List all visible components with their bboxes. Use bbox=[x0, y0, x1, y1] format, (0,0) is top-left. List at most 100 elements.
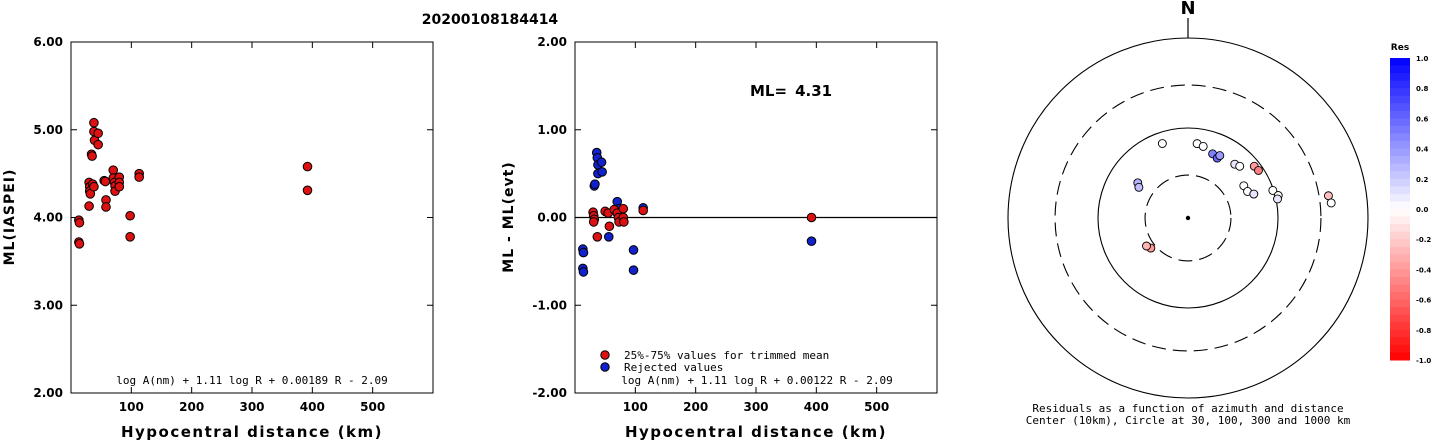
colorbar-swatch bbox=[1390, 163, 1410, 172]
ml-x-axis-label: Hypocentral distance (km) bbox=[121, 423, 383, 441]
ml-point bbox=[114, 181, 125, 192]
colorbar-swatch bbox=[1390, 141, 1410, 150]
north-label: N bbox=[1180, 0, 1195, 19]
residual-point-accepted bbox=[619, 217, 629, 227]
residual-y-tick-label: 1.00 bbox=[537, 123, 567, 137]
ring-1000km bbox=[1007, 37, 1369, 399]
ml-y-tick-label: 2.00 bbox=[33, 386, 63, 400]
legend-accepted-label: 25%-75% values for trimmed mean bbox=[624, 349, 829, 362]
colorbar-swatch bbox=[1390, 314, 1410, 323]
colorbar-tick-label: 0.6 bbox=[1416, 115, 1429, 123]
colorbar-swatch bbox=[1390, 254, 1410, 263]
residual-x-tick-label: 300 bbox=[743, 400, 768, 414]
ml-y-tick-label: 4.00 bbox=[33, 211, 63, 225]
colorbar-swatch bbox=[1390, 307, 1410, 316]
colorbar-swatch bbox=[1390, 329, 1410, 338]
colorbar-swatch bbox=[1390, 58, 1410, 67]
ml-point bbox=[108, 165, 119, 175]
colorbar-swatch bbox=[1390, 103, 1410, 112]
colorbar-tick-label: -0.2 bbox=[1416, 236, 1431, 244]
polar-station-point bbox=[1273, 194, 1282, 204]
colorbar-swatch bbox=[1390, 231, 1410, 240]
ml-point bbox=[125, 232, 135, 242]
residual-point-rejected bbox=[596, 157, 607, 168]
colorbar-swatch bbox=[1390, 344, 1410, 353]
colorbar-swatch bbox=[1390, 110, 1410, 119]
colorbar-title: Res bbox=[1391, 43, 1409, 53]
residual-y-tick-label: -1.00 bbox=[532, 298, 567, 312]
residual-point-accepted bbox=[806, 212, 817, 223]
ml-value-label: ML= 4.31 bbox=[750, 82, 832, 100]
legend-rejected-label: Rejected values bbox=[624, 361, 723, 374]
colorbar-tick-label: -0.8 bbox=[1416, 327, 1431, 335]
colorbar-swatch bbox=[1390, 178, 1410, 187]
legend: 25%-75% values for trimmed mean Rejected… bbox=[600, 349, 829, 374]
residual-point-rejected bbox=[578, 267, 589, 277]
ml-point bbox=[84, 201, 94, 211]
ml-x-tick-label: 200 bbox=[179, 400, 204, 414]
ml-y-tick-label: 3.00 bbox=[33, 298, 63, 312]
ml-value: 4.31 bbox=[795, 82, 832, 100]
ml-x-tick-label: 500 bbox=[360, 400, 385, 414]
residual-point-accepted bbox=[618, 203, 629, 214]
epicenter-dot bbox=[1185, 215, 1191, 221]
colorbar-swatch bbox=[1390, 118, 1410, 127]
residual-axis-ticks: 100 200 300 400 500 -2.00 -1.00 0.00 1.00 2.00 bbox=[532, 35, 937, 414]
residual-x-tick-label: 100 bbox=[623, 400, 648, 414]
ml-x-tick-label: 100 bbox=[119, 400, 144, 414]
residual-point-rejected bbox=[578, 247, 589, 258]
ml-point bbox=[74, 239, 85, 249]
polar-station-point bbox=[1326, 198, 1336, 208]
colorbar-swatch bbox=[1390, 276, 1410, 285]
residual-x-tick-label: 400 bbox=[804, 400, 829, 414]
colorbar-swatch bbox=[1390, 95, 1410, 104]
ml-point bbox=[125, 210, 135, 221]
colorbar-swatch bbox=[1390, 209, 1410, 218]
ml-y-tick-label: 6.00 bbox=[33, 35, 63, 49]
residual-point-rejected bbox=[590, 179, 600, 189]
residual-point-accepted bbox=[588, 217, 599, 227]
residual-point-rejected bbox=[628, 265, 639, 275]
colorbar-tick-label: -0.6 bbox=[1416, 297, 1431, 305]
colorbar-swatch bbox=[1390, 216, 1410, 225]
residual-point-accepted bbox=[592, 232, 603, 242]
ring-100km bbox=[1097, 127, 1279, 309]
colorbar-swatch bbox=[1390, 156, 1410, 165]
colorbar-tick-label: 0.0 bbox=[1416, 206, 1429, 214]
residual-x-axis-label: Hypocentral distance (km) bbox=[625, 423, 887, 441]
residual-x-tick-label: 200 bbox=[683, 400, 708, 414]
colorbar-swatch bbox=[1390, 186, 1410, 195]
residual-y-tick-label: 0.00 bbox=[537, 211, 567, 225]
colorbar-swatch bbox=[1390, 292, 1410, 301]
colorbar-tick-label: 0.8 bbox=[1416, 85, 1429, 93]
colorbar-swatch bbox=[1390, 284, 1410, 293]
residual-point-rejected bbox=[603, 232, 614, 242]
residual-x-tick-label: 500 bbox=[864, 400, 889, 414]
legend-rejected-marker bbox=[600, 362, 610, 372]
ml-formula: log A(nm) + 1.11 log R + 0.00189 R - 2.0… bbox=[116, 374, 388, 387]
ring-300km bbox=[1054, 84, 1322, 352]
colorbar-swatch bbox=[1390, 73, 1410, 82]
colorbar-swatch bbox=[1390, 193, 1410, 202]
colorbar-swatches bbox=[1390, 58, 1410, 361]
colorbar-swatch bbox=[1390, 133, 1410, 142]
colorbar-swatch bbox=[1390, 337, 1410, 346]
ml-point bbox=[302, 161, 313, 172]
residual-points bbox=[578, 147, 817, 277]
ml-x-tick-label: 400 bbox=[300, 400, 325, 414]
legend-accepted-marker bbox=[600, 350, 610, 360]
colorbar-swatch bbox=[1390, 201, 1410, 210]
polar-station-point bbox=[1249, 189, 1259, 199]
ml-point bbox=[74, 217, 85, 228]
azimuth-polar-panel: N Residuals as a function of azimuth and… bbox=[1007, 0, 1369, 427]
colorbar-swatch bbox=[1390, 299, 1410, 308]
polar-caption-line1: Residuals as a function of azimuth and d… bbox=[1032, 402, 1343, 415]
residual-point-accepted bbox=[638, 205, 648, 216]
polar-station-point bbox=[1235, 161, 1245, 171]
ml-point bbox=[101, 202, 111, 212]
colorbar-tick-label: -1.0 bbox=[1416, 357, 1431, 365]
polar-station-point bbox=[1142, 241, 1151, 251]
ml-label: ML= bbox=[750, 82, 787, 100]
residual-point-rejected bbox=[628, 245, 639, 255]
